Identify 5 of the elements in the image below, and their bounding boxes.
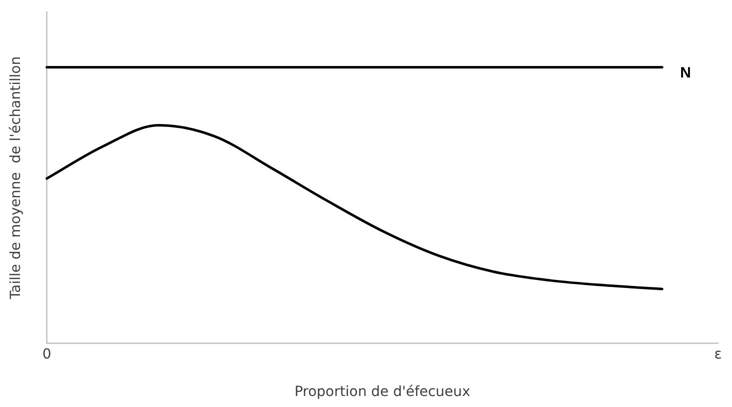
x-axis-title: Proportion de d'éfecueux [294, 384, 470, 400]
series-label: N [680, 64, 691, 82]
x-tick-label: 0 [42, 346, 52, 362]
x-tick-label: ε [714, 346, 722, 362]
y-axis-title: Taille de moyenne de l'échantillon [8, 56, 24, 300]
